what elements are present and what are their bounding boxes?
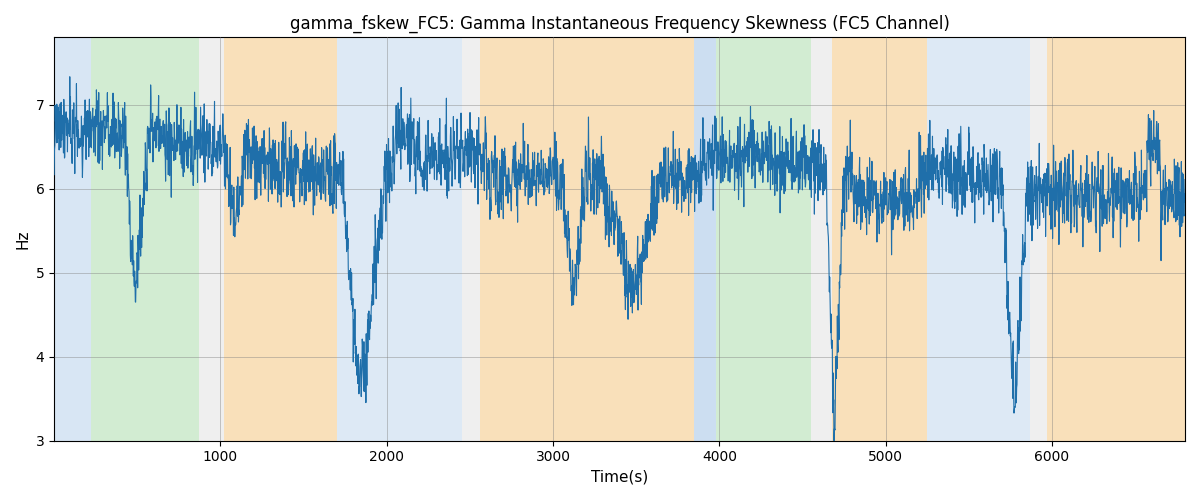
Y-axis label: Hz: Hz bbox=[16, 230, 30, 249]
Bar bbox=[54, 38, 91, 440]
Bar bbox=[462, 38, 480, 440]
Bar bbox=[811, 38, 833, 440]
Bar bbox=[223, 38, 337, 440]
Bar bbox=[1046, 38, 1184, 440]
Bar bbox=[199, 38, 223, 440]
X-axis label: Time(s): Time(s) bbox=[590, 470, 648, 485]
Bar bbox=[480, 38, 695, 440]
Bar bbox=[337, 38, 462, 440]
Bar bbox=[833, 38, 928, 440]
Bar bbox=[91, 38, 199, 440]
Bar bbox=[695, 38, 716, 440]
Bar bbox=[1031, 38, 1046, 440]
Bar bbox=[716, 38, 811, 440]
Bar bbox=[928, 38, 1031, 440]
Title: gamma_fskew_FC5: Gamma Instantaneous Frequency Skewness (FC5 Channel): gamma_fskew_FC5: Gamma Instantaneous Fre… bbox=[289, 15, 949, 34]
